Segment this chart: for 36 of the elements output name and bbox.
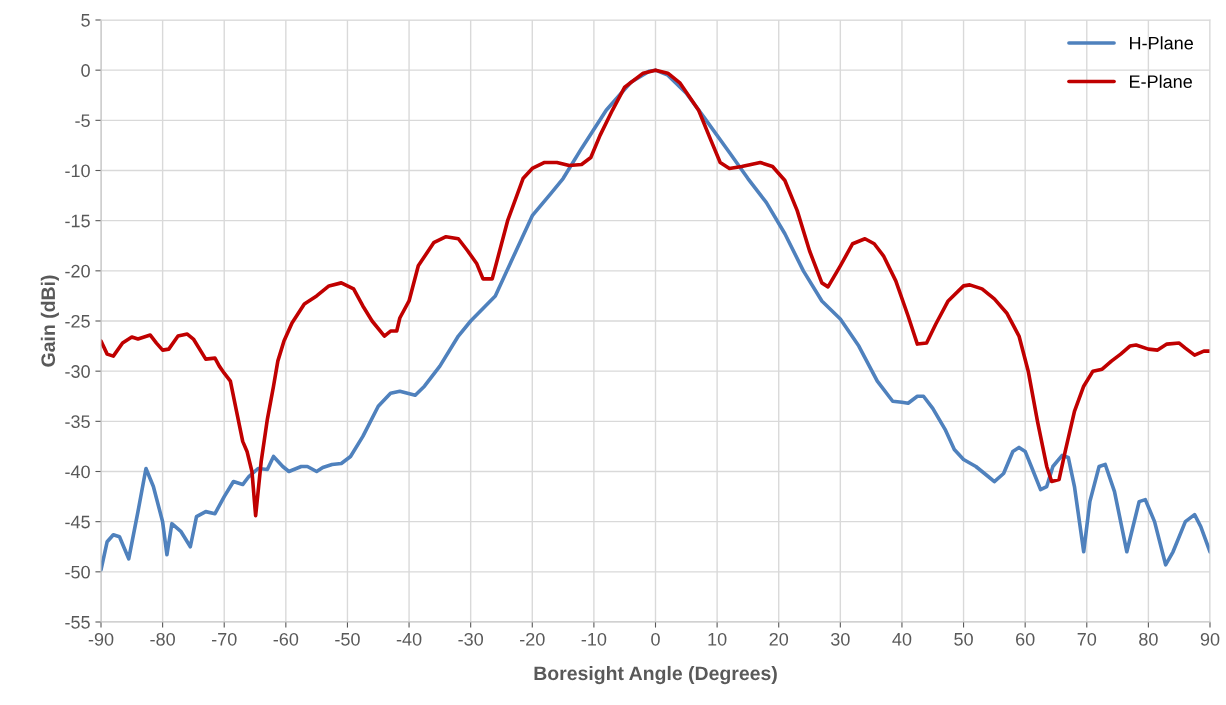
legend-label: E-Plane (1130, 74, 1192, 89)
y-tick-label: -50 (65, 565, 90, 579)
x-tick-label: 30 (830, 632, 850, 646)
x-tick-label: 0 (651, 632, 660, 646)
x-tick-label: 20 (769, 632, 789, 646)
x-tick-label: -60 (273, 632, 299, 646)
y-tick-label: -20 (65, 264, 90, 278)
x-tick-label: -30 (458, 632, 484, 646)
x-axis-title: Boresight Angle (Degrees) (534, 665, 777, 685)
y-tick-label: -25 (65, 314, 90, 328)
legend-label: H-Plane (1130, 36, 1193, 50)
y-tick-label: -55 (65, 616, 90, 629)
y-tick-label: -5 (75, 114, 90, 128)
x-tick-label: -90 (88, 632, 114, 646)
x-tick-label: 10 (708, 632, 727, 646)
x-tick-label: -70 (211, 632, 237, 646)
y-tick-label: 5 (81, 14, 90, 27)
y-tick-label: -45 (65, 515, 90, 529)
y-tick-label: -15 (65, 214, 90, 228)
x-tick-label: -10 (581, 632, 607, 646)
x-tick-label: -40 (396, 632, 422, 646)
x-tick-label: 50 (954, 632, 973, 646)
y-tick-label: 0 (81, 64, 90, 77)
x-tick-label: 80 (1139, 632, 1158, 646)
x-tick-label: 70 (1077, 632, 1097, 646)
x-tick-label: -50 (335, 632, 360, 646)
y-tick-label: -10 (65, 164, 90, 178)
x-tick-label: -20 (520, 632, 545, 646)
x-tick-label: 60 (1016, 632, 1035, 646)
y-tick-label: -35 (65, 415, 90, 429)
y-tick-label: -30 (65, 365, 90, 378)
y-tick-label: -40 (65, 465, 90, 479)
x-tick-label: 40 (892, 632, 912, 646)
y-axis-title: Gain (dBi) (40, 275, 59, 367)
x-tick-label: -80 (150, 632, 175, 646)
x-tick-label: 90 (1200, 632, 1220, 646)
